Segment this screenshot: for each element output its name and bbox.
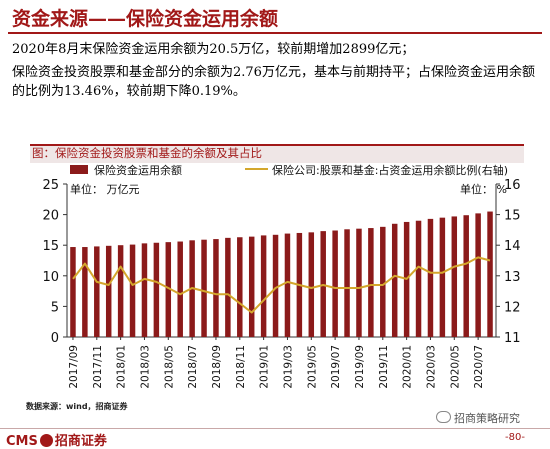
left-tick-label: 20	[42, 209, 59, 224]
bar-2018/06	[177, 242, 182, 337]
right-tick-label: 15	[504, 209, 521, 224]
summary-paragraph-2: 保险资金投资股票和基金部分的余额为2.76万亿元，基本与前期持平；占保险资金运用…	[12, 63, 540, 101]
x-tick-label: 2018/09	[211, 345, 223, 389]
right-tick-label: 11	[504, 331, 521, 346]
left-tick-label: 25	[42, 178, 59, 193]
left-tick-label: 5	[51, 300, 59, 315]
chart-axes: 0 5 10 15 20 25 11 12 13 14 15 16	[42, 178, 520, 346]
right-tick-label: 12	[504, 300, 521, 315]
bar-2019/11	[380, 227, 385, 337]
bar-2019/01	[261, 235, 266, 337]
cms-logo-mark-icon	[40, 434, 53, 447]
bar-2018/11	[237, 237, 242, 337]
bar-2020/03	[428, 219, 433, 337]
title-divider	[8, 32, 542, 34]
slide-title: 资金来源——保险资金运用余额	[12, 4, 278, 31]
bar-2020/02	[416, 221, 421, 337]
right-tick-label: 14	[504, 239, 521, 254]
x-tick-label: 2020/01	[402, 345, 414, 389]
x-tick-label: 2017/09	[68, 345, 80, 389]
bar-2020/06	[463, 215, 468, 337]
bar-2019/09	[356, 229, 361, 337]
x-tick-label: 2019/03	[282, 345, 294, 389]
bar-2017/11	[94, 246, 99, 337]
x-tick-label: 2019/09	[354, 345, 366, 389]
legend-bar-label: 保险资金运用余额	[94, 163, 182, 177]
x-tick-label: 2018/01	[116, 345, 128, 389]
bar-2019/03	[285, 234, 290, 337]
legend-bar-swatch	[70, 165, 88, 174]
bar-2020/04	[440, 218, 445, 337]
bar-2017/09	[70, 247, 75, 337]
legend-line-label: 保险公司:股票和基金:占资金运用余额比例(右轴)	[272, 163, 508, 177]
x-tick-label: 2020/07	[473, 345, 485, 389]
x-tick-label: 2018/03	[139, 345, 151, 389]
x-tick-label: 2018/11	[235, 345, 247, 389]
bar-2019/08	[344, 229, 349, 337]
chart-legend: 保险资金运用余额 保险公司:股票和基金:占资金运用余额比例(右轴)	[70, 163, 508, 177]
ratio-line	[73, 257, 490, 312]
bar-2019/07	[332, 231, 337, 337]
x-tick-label: 2017/11	[92, 345, 104, 389]
x-tick-label: 2019/07	[330, 345, 342, 389]
bar-2019/10	[368, 228, 373, 337]
bar-2020/07	[475, 213, 480, 337]
bar-series	[70, 212, 493, 337]
wechat-icon	[436, 411, 451, 423]
wechat-label: 招商策略研究	[454, 412, 520, 425]
x-axis-ticks: 2017/09 2017/11 2018/01 2018/03 2018/05 2018/…	[68, 337, 485, 389]
left-tick-label: 15	[42, 239, 59, 254]
right-tick-label: 13	[504, 270, 521, 285]
left-tick-label: 0	[51, 331, 59, 346]
bar-2018/03	[142, 243, 147, 337]
wechat-badge: 招商策略研究	[436, 410, 520, 426]
bar-2018/12	[249, 237, 254, 337]
x-tick-label: 2020/03	[425, 345, 437, 389]
bar-2018/10	[225, 238, 230, 337]
bar-2018/08	[201, 240, 206, 337]
footer-divider	[0, 428, 550, 429]
bar-2019/05	[309, 232, 314, 337]
figure-title: 图：保险资金投资股票和基金的余额及其占比	[32, 145, 262, 161]
combo-chart: 保险资金运用余额 保险公司:股票和基金:占资金运用余额比例(右轴) 单位： 万亿…	[0, 160, 550, 400]
x-tick-label: 2019/05	[306, 345, 318, 389]
x-tick-label: 2018/05	[163, 345, 175, 389]
left-tick-label: 10	[42, 270, 59, 285]
bar-2020/08	[487, 212, 492, 337]
page-number: -80-	[505, 432, 525, 443]
bar-2018/04	[154, 243, 159, 337]
x-tick-label: 2018/07	[187, 345, 199, 389]
left-axis-unit: 单位： 万亿元	[70, 182, 140, 196]
bar-2018/01	[118, 245, 123, 337]
bar-2018/09	[213, 239, 218, 337]
bar-2018/02	[130, 245, 135, 337]
bar-2017/12	[106, 246, 111, 337]
line-series	[73, 257, 490, 312]
bar-2019/12	[392, 224, 397, 337]
right-tick-label: 16	[504, 178, 521, 193]
x-tick-label: 2020/05	[449, 345, 461, 389]
bar-2020/05	[452, 216, 457, 337]
summary-paragraph-1: 2020年8月末保险资金运用余额为20.5万亿，较前期增加2899亿元；	[12, 40, 540, 59]
data-source: 数据来源：wind，招商证券	[26, 401, 128, 412]
x-tick-label: 2019/01	[259, 345, 271, 389]
bar-2017/10	[82, 247, 87, 337]
x-tick-label: 2019/11	[378, 345, 390, 389]
